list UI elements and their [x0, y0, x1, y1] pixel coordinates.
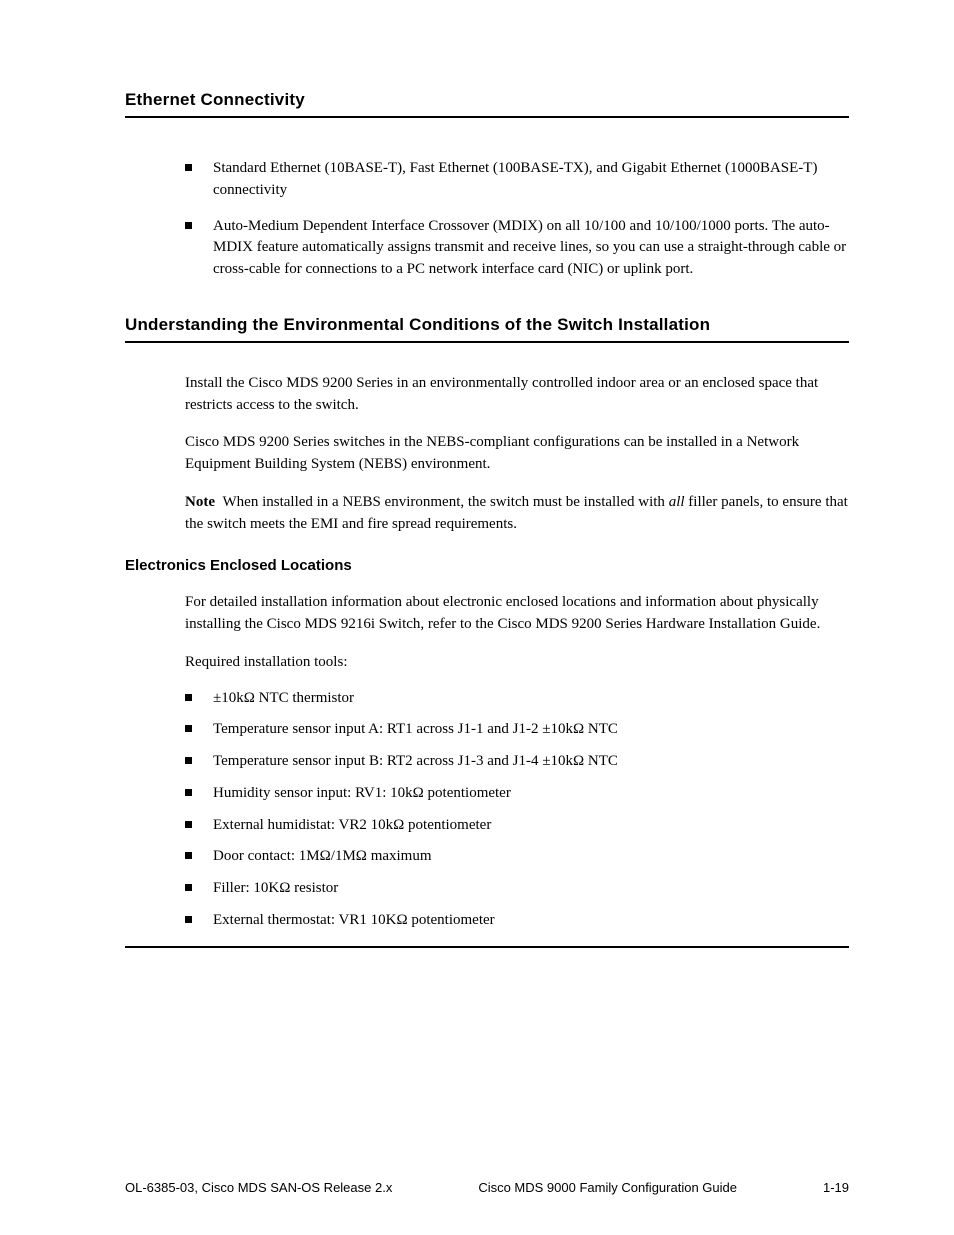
- list-item-text: Temperature sensor input A: RT1 across J…: [213, 721, 618, 737]
- list-item: Humidity sensor input: RV1: 10kΩ potenti…: [185, 783, 849, 805]
- env-nebs-paragraph: Cisco MDS 9200 Series switches in the NE…: [185, 432, 849, 476]
- square-bullet-icon: [185, 821, 192, 828]
- footer-left: OL-6385-03, Cisco MDS SAN-OS Release 2.x: [125, 1180, 392, 1195]
- list-item: Standard Ethernet (10BASE-T), Fast Ether…: [185, 158, 849, 202]
- section-heading-ethernet: Ethernet Connectivity: [125, 90, 849, 110]
- env-note-paragraph: Note When installed in a NEBS environmen…: [185, 492, 849, 536]
- required-tools-intro: Required installation tools:: [185, 652, 849, 674]
- list-item-text: External humidistat: VR2 10kΩ potentiome…: [213, 817, 491, 833]
- note-label: Note: [185, 494, 215, 510]
- square-bullet-icon: [185, 852, 192, 859]
- rule-mid: [125, 341, 849, 343]
- square-bullet-icon: [185, 222, 192, 229]
- square-bullet-icon: [185, 164, 192, 171]
- list-item: Auto-Medium Dependent Interface Crossove…: [185, 216, 849, 281]
- list-item: Temperature sensor input B: RT2 across J…: [185, 751, 849, 773]
- list-item-text: Humidity sensor input: RV1: 10kΩ potenti…: [213, 785, 511, 801]
- square-bullet-icon: [185, 757, 192, 764]
- list-item: ±10kΩ NTC thermistor: [185, 688, 849, 710]
- section-heading-environment: Understanding the Environmental Conditio…: [125, 315, 849, 335]
- list-item-text: External thermostat: VR1 10KΩ potentiome…: [213, 912, 495, 928]
- enclosed-locations-paragraph: For detailed installation information ab…: [185, 592, 849, 636]
- list-item: Door contact: 1MΩ/1MΩ maximum: [185, 846, 849, 868]
- list-item-text: Standard Ethernet (10BASE-T), Fast Ether…: [213, 160, 817, 198]
- footer-right: 1-19: [823, 1180, 849, 1195]
- page-footer: OL-6385-03, Cisco MDS SAN-OS Release 2.x…: [125, 1180, 849, 1195]
- list-item: External thermostat: VR1 10KΩ potentiome…: [185, 910, 849, 932]
- env-intro-paragraph: Install the Cisco MDS 9200 Series in an …: [185, 373, 849, 417]
- subheading-enclosed-locations: Electronics Enclosed Locations: [125, 557, 849, 574]
- page: Ethernet Connectivity Standard Ethernet …: [0, 0, 954, 1235]
- list-item: External humidistat: VR2 10kΩ potentiome…: [185, 815, 849, 837]
- square-bullet-icon: [185, 694, 192, 701]
- list-item-text: Door contact: 1MΩ/1MΩ maximum: [213, 848, 432, 864]
- tools-list: ±10kΩ NTC thermistor Temperature sensor …: [185, 688, 849, 932]
- list-item-text: ±10kΩ NTC thermistor: [213, 690, 354, 706]
- rule-top: [125, 116, 849, 118]
- square-bullet-icon: [185, 916, 192, 923]
- list-item-text: Auto-Medium Dependent Interface Crossove…: [213, 218, 846, 278]
- footer-center: Cisco MDS 9000 Family Configuration Guid…: [478, 1180, 737, 1195]
- square-bullet-icon: [185, 789, 192, 796]
- list-item: Temperature sensor input A: RT1 across J…: [185, 719, 849, 741]
- note-text-em: all: [669, 494, 685, 510]
- square-bullet-icon: [185, 884, 192, 891]
- list-item-text: Filler: 10KΩ resistor: [213, 880, 338, 896]
- note-text-pre: When installed in a NEBS environment, th…: [223, 494, 669, 510]
- list-item-text: Temperature sensor input B: RT2 across J…: [213, 753, 618, 769]
- square-bullet-icon: [185, 725, 192, 732]
- rule-bottom: [125, 946, 849, 948]
- list-item: Filler: 10KΩ resistor: [185, 878, 849, 900]
- ethernet-bullet-list: Standard Ethernet (10BASE-T), Fast Ether…: [185, 158, 849, 281]
